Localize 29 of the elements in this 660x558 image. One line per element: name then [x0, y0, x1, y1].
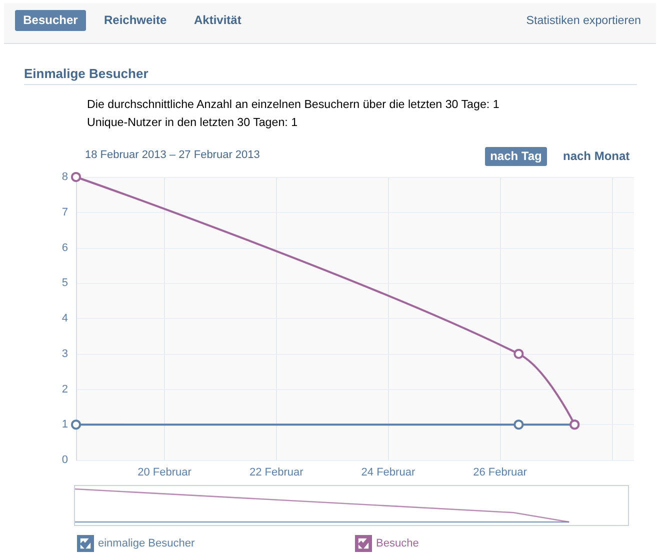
- point: [71, 172, 81, 182]
- text: Die durchschnittliche Anzahl an einzelnen Besuchern über die letzten 30 Tage: 1: [87, 98, 500, 112]
- y-tick-label: 1: [62, 418, 68, 431]
- text: nach Monat: [563, 148, 630, 165]
- y-tick-label: 4: [62, 312, 68, 324]
- y-tick-label: 3: [62, 348, 68, 360]
- text: Besucher: [15, 10, 86, 31]
- y-tick-label: 0: [62, 454, 68, 466]
- point: [71, 420, 81, 430]
- point: [514, 348, 524, 359]
- text: Reichweite: [104, 12, 167, 29]
- text: Statistiken exportieren: [526, 13, 641, 29]
- text: Unique-Nutzer in den letzten 30 Tagen: 1: [87, 116, 298, 130]
- x-tick-label: 24 Februar: [361, 466, 416, 478]
- x-tick-label: 26 Februar: [473, 466, 528, 478]
- y-tick-label: 7: [62, 206, 68, 218]
- y-tick-label: 6: [62, 242, 68, 254]
- chart-subtitle: 18 Februar 2013 – 27 Februar 2013: [85, 148, 260, 162]
- text: nach Tag: [485, 147, 547, 166]
- y-tick-label: 8: [62, 171, 68, 183]
- legend-label: einmalige Besucher: [98, 538, 195, 550]
- chart-title: Einmalige Besucher: [24, 66, 148, 82]
- point: [514, 420, 524, 430]
- x-tick-label: 20 Februar: [138, 466, 192, 478]
- x-tick-label: 22 Februar: [249, 466, 304, 478]
- text: Aktivität: [194, 12, 242, 29]
- y-tick-label: 2: [62, 383, 68, 396]
- y-tick-label: 5: [62, 277, 68, 290]
- legend-label: Besuche: [376, 538, 419, 550]
